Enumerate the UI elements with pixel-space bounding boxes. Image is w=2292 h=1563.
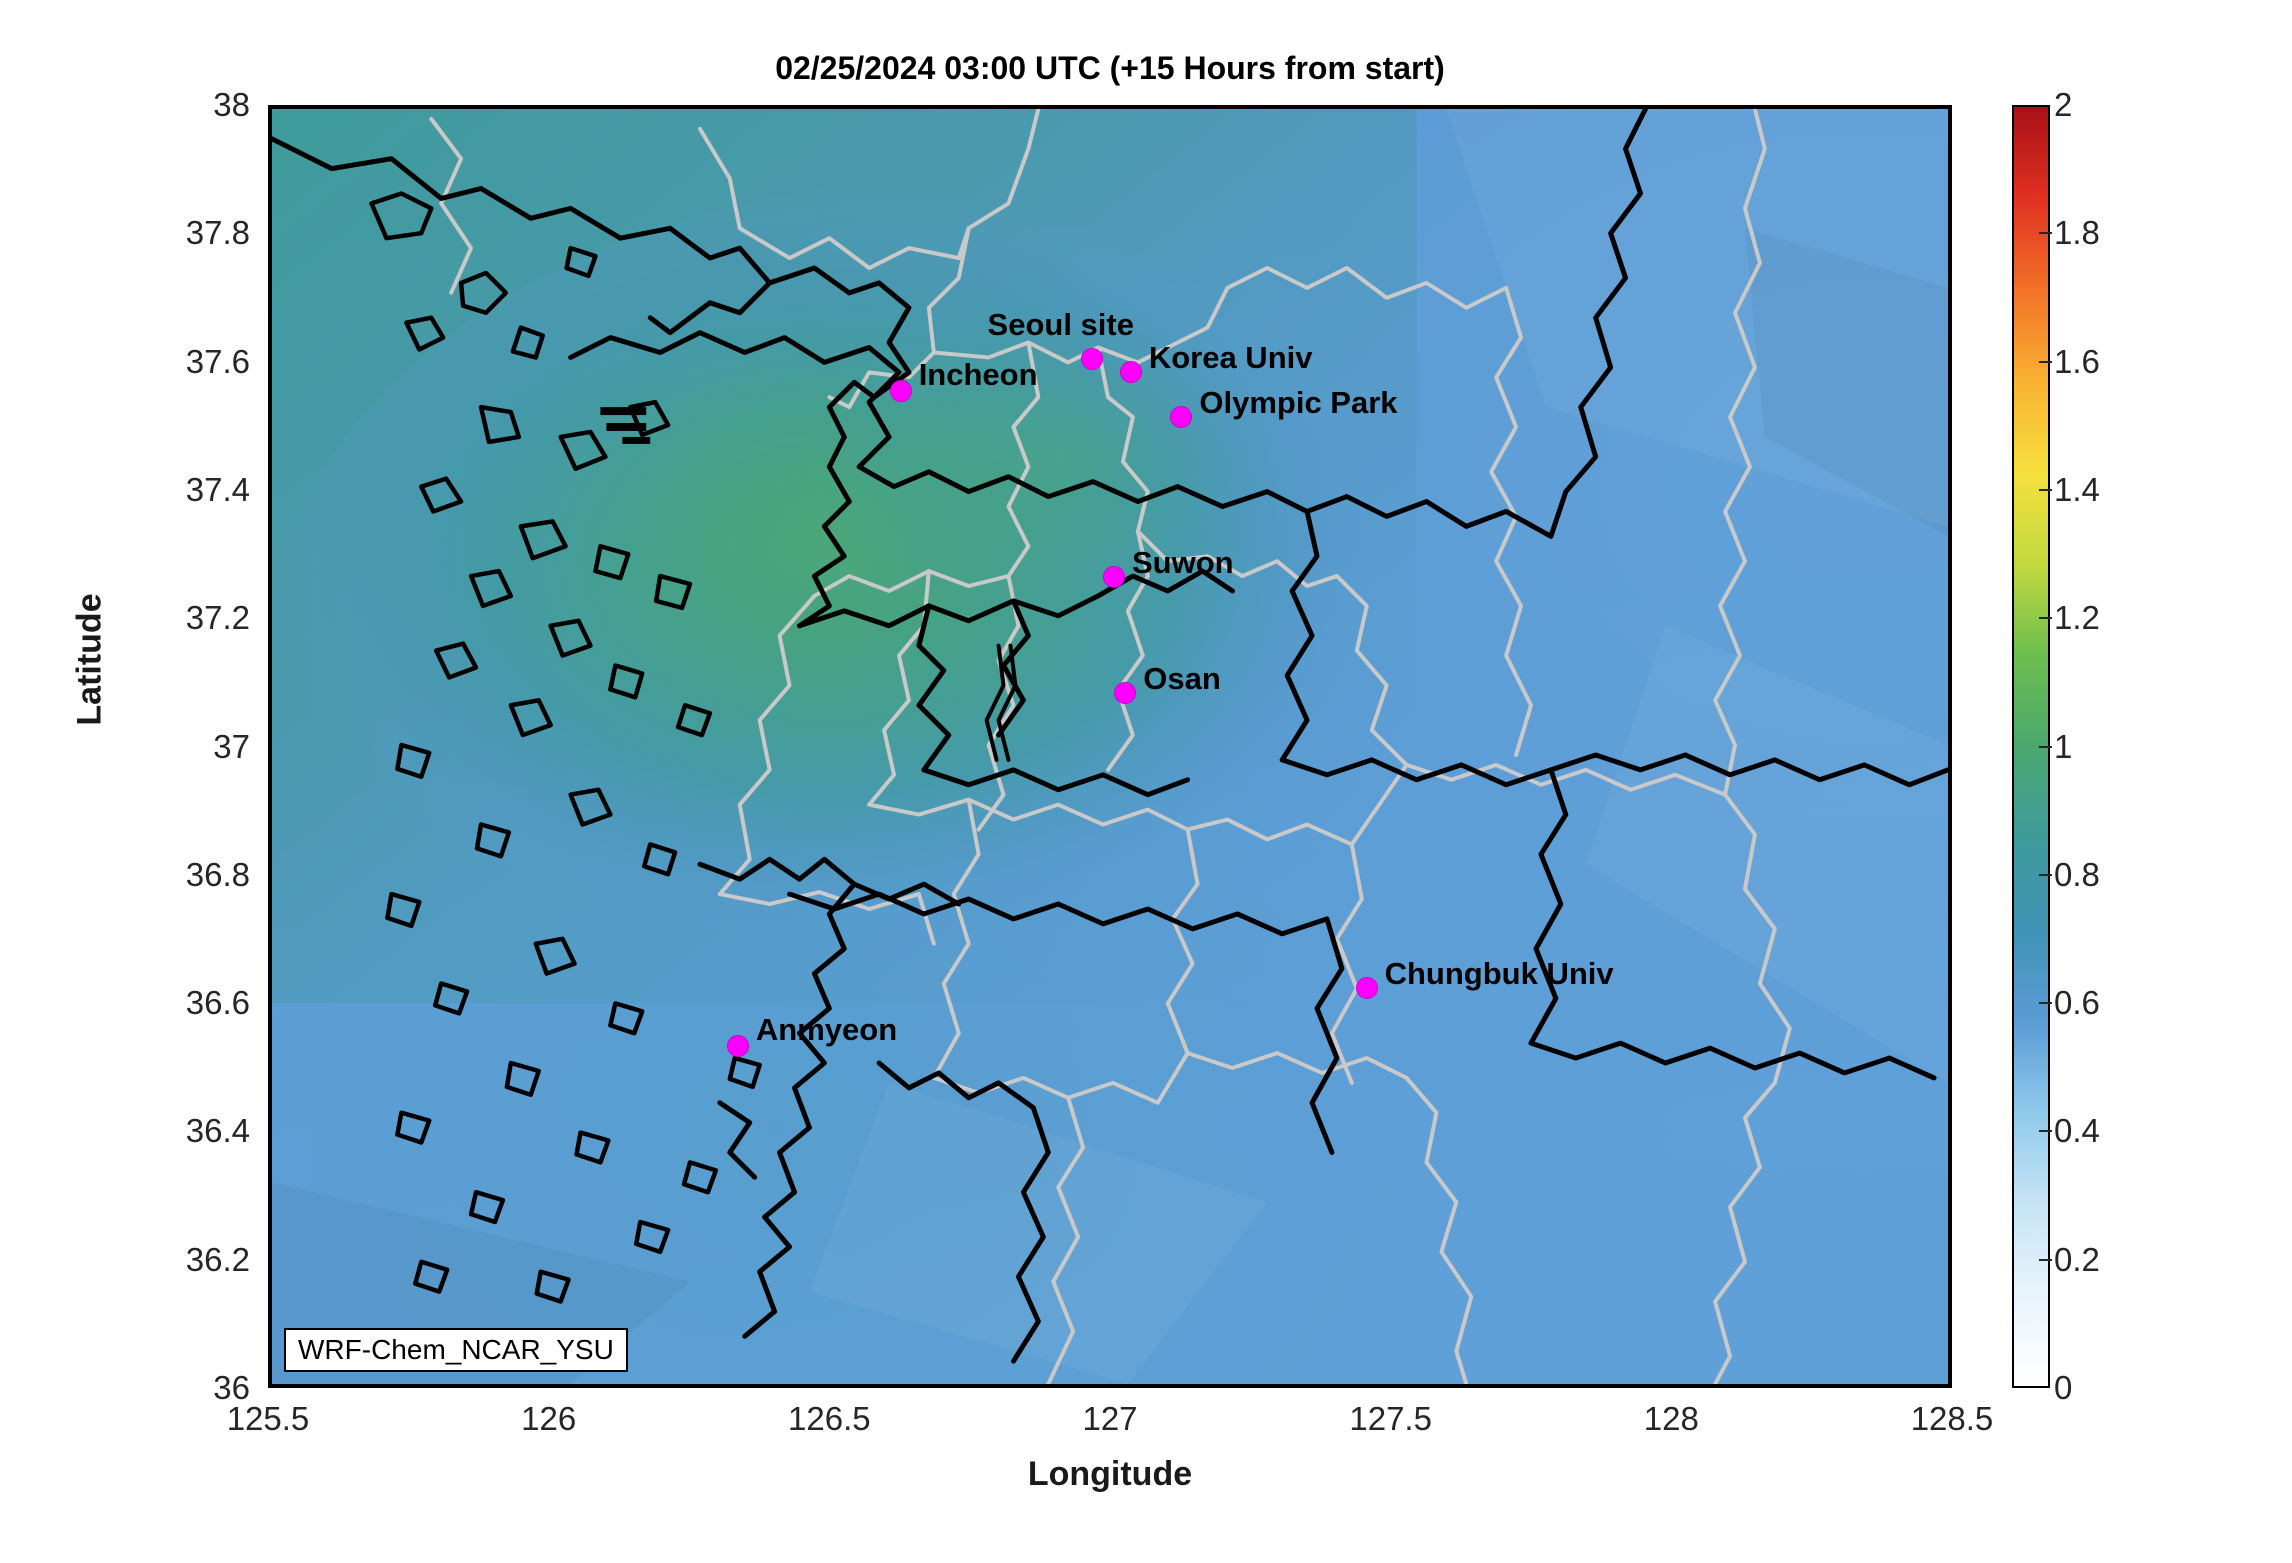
x-tick-label: 126.5 [788, 1400, 871, 1437]
colorbar-tick-label: 1.8 [2054, 214, 2100, 252]
x-tick-label: 125.5 [226, 1400, 310, 1437]
y-tick-label: 37.8 [185, 214, 250, 252]
site-label-seoul-site: Seoul site [987, 307, 1134, 343]
y-tick-label: 36.2 [185, 1240, 250, 1278]
site-marker-chungbuk-univ[interactable] [1355, 976, 1378, 999]
colorbar-tick-label: 0.8 [2054, 855, 2100, 893]
colorbar-tick-mark [2039, 873, 2052, 876]
map-raster [272, 109, 1948, 1384]
y-axis-title: Latitude [70, 593, 109, 726]
y-tick-label: 37.6 [185, 342, 250, 380]
y-tick-label: 36 [213, 1369, 250, 1406]
page-title: 02/25/2024 03:00 UTC (+15 Hours from sta… [775, 50, 1445, 86]
colorbar-tick-label: 0.4 [2054, 1112, 2100, 1150]
x-tick-label: 128.5 [1910, 1400, 1994, 1437]
site-label-korea-univ: Korea Univ [1148, 340, 1313, 375]
colorbar-tick-mark [2039, 1002, 2052, 1005]
site-label-olympic-park: Olympic Park [1199, 384, 1398, 420]
x-tick-label: 127 [1082, 1400, 1138, 1437]
colorbar-tick-label: 0.6 [2054, 984, 2100, 1022]
site-label-suwon: Suwon [1132, 545, 1234, 581]
site-marker-anmyeon[interactable] [726, 1034, 749, 1057]
colorbar-tick-label: 1.6 [2054, 342, 2100, 380]
map-axes[interactable]: WRF-Chem_NCAR_YSU Seoul site Incheon Korea… [268, 105, 1952, 1388]
x-tick-label: 127.5 [1349, 1400, 1432, 1437]
y-tick-label: 37.2 [185, 599, 250, 637]
colorbar-tick-label: 1.4 [2054, 470, 2100, 508]
site-marker-osan[interactable] [1114, 681, 1137, 704]
coastline [272, 109, 1948, 1364]
site-marker-seoul-site[interactable] [1080, 348, 1103, 371]
y-tick-label: 37.4 [185, 470, 250, 508]
site-marker-incheon[interactable] [889, 380, 912, 403]
y-tick-label: 37 [213, 727, 250, 765]
colorbar-tick-mark [2039, 617, 2052, 620]
site-marker-olympic-park[interactable] [1170, 405, 1193, 428]
colorbar-tick-label: 1.2 [2054, 599, 2100, 637]
site-label-osan: Osan [1143, 660, 1221, 696]
site-marker-suwon[interactable] [1103, 566, 1125, 589]
y-tick-label: 38 [213, 86, 250, 123]
y-tick-label: 36.8 [185, 855, 250, 893]
site-marker-korea-univ[interactable] [1119, 361, 1142, 383]
colorbar-tick-label: 1 [2054, 727, 2073, 765]
site-label-chungbuk-univ: Chungbuk Univ [1384, 955, 1614, 991]
colorbar-tick-mark [2039, 360, 2052, 363]
site-label-anmyeon: Anmyeon [755, 1011, 898, 1047]
y-tick-label: 36.4 [185, 1112, 250, 1150]
x-tick-label: 128 [1643, 1400, 1699, 1437]
colorbar-tick-mark [2039, 488, 2052, 491]
site-label-incheon: Incheon [918, 357, 1038, 393]
x-axis-title: Longitude [1027, 1455, 1193, 1493]
province-boundaries [429, 109, 1792, 1384]
y-tick-label: 36.6 [185, 984, 250, 1022]
colorbar-tick-label: 0 [2054, 1369, 2073, 1406]
colorbar-tick-label: 0.2 [2054, 1240, 2100, 1278]
airport-features [600, 407, 651, 444]
model-annotation: WRF-Chem_NCAR_YSU [284, 1327, 628, 1372]
colorbar-tick-mark [2039, 1130, 2052, 1133]
colorbar-tick-mark [2039, 1258, 2052, 1261]
colorbar-tick-mark [2039, 745, 2052, 748]
islands [369, 191, 762, 1304]
x-tick-label: 126 [521, 1400, 577, 1437]
colorbar-tick-label: 2 [2054, 86, 2073, 123]
colorbar-tick-mark [2039, 232, 2052, 235]
